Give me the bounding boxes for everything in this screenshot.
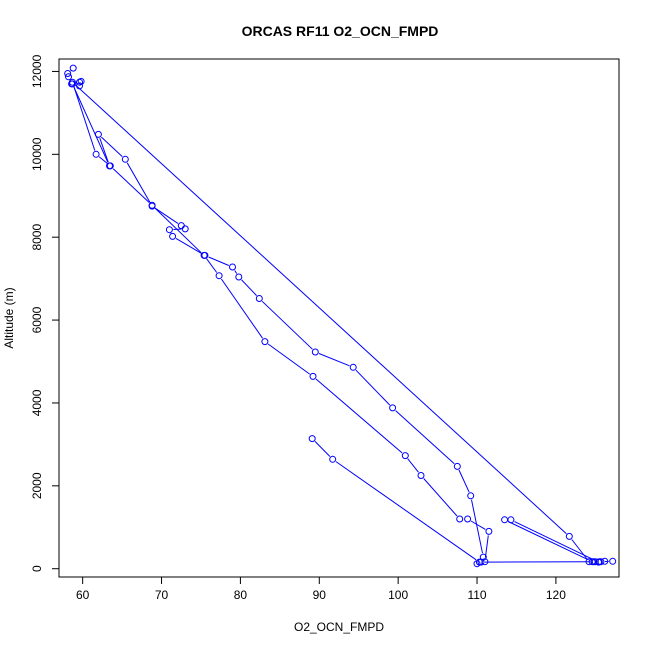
y-tick-label: 6000 [30,306,44,333]
data-point [595,558,602,566]
data-point [181,225,189,233]
series-segment [355,369,391,406]
data-point [389,404,397,412]
data-point [475,558,483,566]
data-point [329,455,337,463]
data-point [169,232,177,240]
series-segment [471,499,483,554]
x-tick-label: 110 [467,588,486,602]
x-tick-label: 80 [234,588,248,602]
x-axis-label: O2_OCN_FMPD [294,620,384,634]
data-point [456,515,464,523]
data-point [92,150,100,158]
data-point [308,435,316,443]
series-segment [407,458,419,473]
chart-title: ORCAS RF11 O2_OCN_FMPD [242,23,439,39]
series-segment [126,162,151,203]
series-segment [73,85,96,151]
data-point [255,295,263,302]
series-segment [335,461,477,561]
y-tick-label: 8000 [30,224,44,251]
series-segment [458,469,470,493]
y-tick-label: 2000 [30,472,44,499]
series-segment [155,207,179,224]
series-segment [423,478,458,517]
series-group [64,64,617,568]
data-point [94,130,102,138]
series-segment [395,410,455,465]
x-tick-label: 90 [313,588,327,602]
x-tick-label: 70 [155,588,169,602]
data-point [597,558,605,566]
y-tick-label: 0 [30,565,44,572]
series-segment [98,156,108,164]
y-axis: 0 2000 4000 6000 8000 10000 12000 [30,54,60,572]
y-tick-label: 4000 [30,389,44,416]
series-segment [484,535,489,558]
data-point [507,516,515,524]
data-point [76,78,83,86]
series-segment [234,270,238,274]
series-segment [318,353,350,367]
data-point [65,73,72,81]
x-tick-label: 120 [546,588,566,602]
data-point [106,162,114,170]
data-point [590,558,598,566]
data-point [467,492,475,500]
data-point [148,201,156,209]
data-point [565,532,573,540]
data-point [485,527,493,535]
series-segment [514,521,596,561]
series-segment [220,278,264,339]
data-point [64,70,72,77]
series-segment [315,378,403,454]
data-point [121,155,129,163]
series-segment [75,84,567,535]
series-segment [208,256,229,266]
series-segment [73,87,109,163]
series-segment [112,168,150,203]
y-tick-label: 12000 [30,54,44,88]
data-point [229,263,236,271]
data-point [69,64,77,72]
data-point [309,372,317,380]
series-segment [101,136,123,157]
data-point [417,472,425,479]
data-point [311,348,319,356]
series-segment [241,279,257,296]
series-segment [261,300,313,350]
data-point [200,251,208,259]
data-point [235,273,243,281]
y-axis-label: Altitude (m) [2,287,16,348]
data-point [261,338,269,346]
x-tick-label: 60 [76,588,90,602]
data-point [68,78,76,86]
x-tick-label: 100 [388,588,408,602]
series-segment [175,237,202,254]
data-point [609,557,617,565]
data-point [349,363,357,371]
y-tick-label: 10000 [30,137,44,171]
data-point [165,226,173,234]
series-segment [154,207,202,254]
series-segment [470,520,486,530]
data-point [453,462,461,470]
series-segment [99,138,109,163]
series-segment [314,441,331,457]
data-point [464,515,472,523]
data-point [401,452,409,460]
data-point [76,82,83,90]
x-axis: 60 70 80 90 100 110 120 [76,576,566,602]
data-point [215,272,223,280]
series-segment [206,258,218,273]
series-segment [507,521,589,561]
series-segment [267,343,310,375]
